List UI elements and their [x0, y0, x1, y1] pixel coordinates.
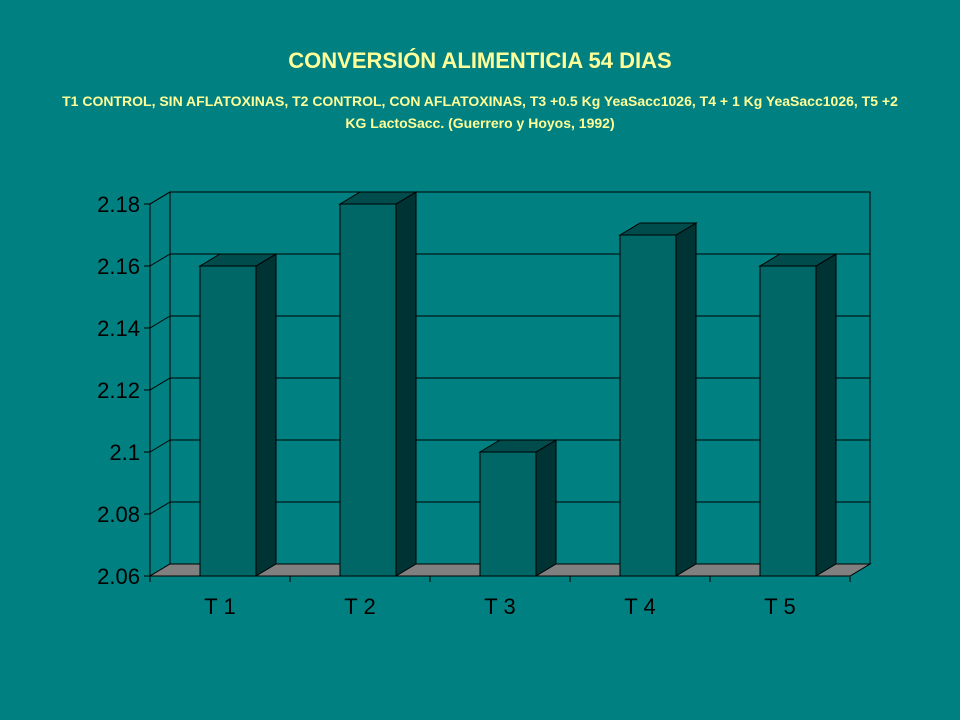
bar-1 [199, 265, 257, 577]
x-tick-label: T 5 [764, 594, 795, 619]
bar-5 [759, 265, 817, 577]
bar-side-1 [255, 253, 277, 577]
x-tick-label: T 1 [204, 594, 235, 619]
y-tick-label: 2.16 [97, 254, 140, 279]
y-tick-label: 2.06 [97, 564, 140, 589]
y-tick-label: 2.08 [97, 502, 140, 527]
gridline-side [149, 501, 171, 515]
gridline-side [149, 253, 171, 267]
bar-2 [339, 203, 397, 577]
x-tick-label: T 3 [484, 594, 515, 619]
bar-side-5 [815, 253, 837, 577]
y-tick-label: 2.12 [97, 378, 140, 403]
x-tick-label: T 4 [624, 594, 655, 619]
bar-side-3 [535, 439, 557, 577]
gridline-side [149, 439, 171, 453]
bar-side-4 [675, 222, 697, 577]
y-tick-label: 2.18 [97, 192, 140, 217]
y-tick-label: 2.14 [97, 316, 140, 341]
chart-title: CONVERSIÓN ALIMENTICIA 54 DIAS [288, 48, 672, 73]
gridline-side [149, 191, 171, 205]
bar-side-2 [395, 191, 417, 577]
bar-4 [619, 234, 677, 577]
bar-3 [479, 451, 537, 577]
chart-subtitle: T1 CONTROL, SIN AFLATOXINAS, T2 CONTROL,… [62, 93, 898, 131]
y-tick-label: 2.1 [109, 440, 140, 465]
x-tick-label: T 2 [344, 594, 375, 619]
gridline-side [149, 377, 171, 391]
gridline-side [149, 315, 171, 329]
